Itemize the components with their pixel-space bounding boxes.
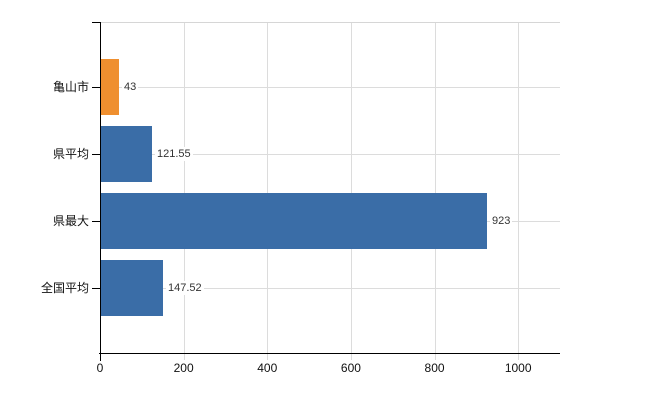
x-axis-tick-label: 200 xyxy=(173,361,194,375)
x-gridline xyxy=(518,22,520,360)
y-axis-line xyxy=(100,22,101,361)
x-axis-tick-label: 600 xyxy=(340,361,361,375)
plot-top-border xyxy=(100,22,560,23)
x-gridline xyxy=(350,22,352,360)
bar-value-label-4: 147.52 xyxy=(166,281,204,295)
category-label-2: 県平均 xyxy=(52,147,89,161)
bar-1 xyxy=(101,59,119,115)
x-axis-line xyxy=(99,353,560,354)
y-axis-tick xyxy=(92,87,100,88)
y-gridline xyxy=(100,154,560,155)
bar-value-label-1: 43 xyxy=(122,80,139,94)
x-gridline xyxy=(183,22,185,360)
bar-2 xyxy=(101,126,152,182)
category-label-1: 亀山市 xyxy=(52,80,89,94)
y-axis-tick xyxy=(92,221,100,222)
y-gridline xyxy=(100,87,560,88)
bar-3 xyxy=(101,193,487,249)
x-axis-tick-label: 0 xyxy=(96,361,104,375)
bar-4 xyxy=(101,260,163,316)
x-axis-tick-label: 800 xyxy=(424,361,445,375)
bar-value-label-3: 923 xyxy=(490,214,513,228)
x-gridline xyxy=(267,22,269,360)
bar-value-label-2: 121.55 xyxy=(155,147,193,161)
category-label-3: 県最大 xyxy=(52,214,89,228)
y-gridline xyxy=(100,288,560,289)
y-axis-tick xyxy=(92,154,100,155)
x-gridline xyxy=(434,22,436,360)
y-axis-top-tick xyxy=(92,22,100,23)
y-axis-tick xyxy=(92,288,100,289)
category-label-4: 全国平均 xyxy=(40,281,89,295)
x-axis-tick-label: 400 xyxy=(257,361,278,375)
x-axis-tick-label: 1000 xyxy=(504,361,532,375)
